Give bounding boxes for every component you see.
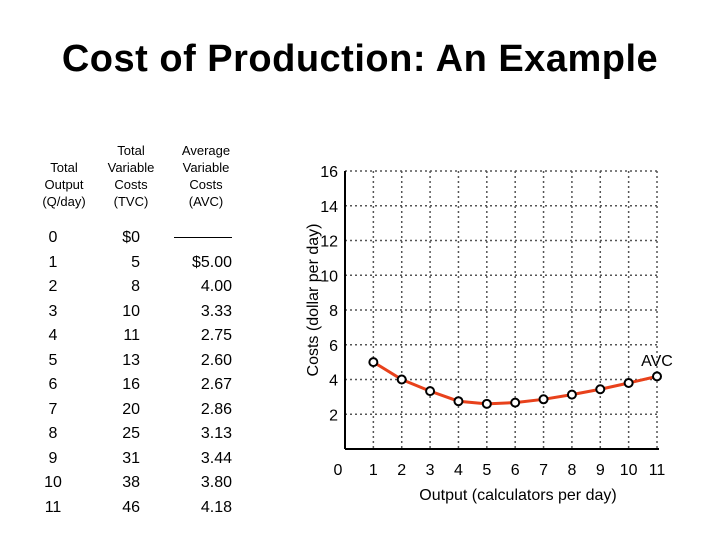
table-cell-avc: 2.86 (200, 400, 232, 418)
table-cell-avc: $5.00 (191, 253, 232, 271)
x-tick-label: 3 (426, 462, 435, 479)
table-cell-tvc: 8 (131, 278, 140, 295)
x-tick-label: 8 (567, 462, 576, 479)
table-cell-output: 10 (44, 474, 62, 491)
header-average-variable-costs: Average Variable Costs (AVC) (181, 143, 231, 209)
avc-column: $5.00 4.00 3.33 2.75 2.60 2.67 2.86 3.13 3.44 3.8… (170, 226, 232, 520)
x-tick-label: 2 (397, 462, 406, 479)
x-tick-label: 5 (482, 462, 491, 479)
x-tick-label: 4 (454, 462, 463, 479)
y-tick-label: 6 (329, 338, 338, 355)
table-cell-avc: 4.00 (200, 278, 232, 295)
table-cell-avc: 2.75 (200, 327, 232, 344)
table-cell-tvc: 25 (122, 425, 140, 442)
avc-point (368, 357, 379, 368)
y-tick-label: 2 (329, 407, 338, 424)
x-axis-label: Output (calculators per day) (419, 487, 616, 504)
x-tick-label: 11 (649, 462, 666, 479)
avc-point (481, 398, 492, 409)
y-tick-label: 10 (320, 268, 338, 285)
table-cell-output: 2 (48, 278, 58, 295)
page-title: Cost of Production: An Example (61, 38, 659, 80)
y-tick-label: 14 (320, 199, 338, 216)
table-cell-output: 3 (48, 302, 58, 320)
avc-point (623, 377, 634, 388)
table-cell-tvc: 20 (122, 400, 140, 418)
y-tick-label: 12 (320, 234, 338, 251)
table-cell-output: 5 (48, 351, 58, 369)
avc-point (396, 374, 407, 385)
avc-point (595, 384, 606, 395)
x-tick-label: 6 (511, 462, 520, 479)
avc-point (510, 397, 521, 408)
series-label-avc: AVC (641, 353, 673, 370)
table-cell-tvc: 13 (122, 351, 140, 369)
table-cell-output: 0 (48, 229, 58, 246)
table-cell-tvc: 31 (122, 449, 140, 467)
table-cell-avc: 3.80 (200, 474, 232, 491)
table-cell-avc (170, 226, 232, 251)
table-cell-avc: 4.18 (200, 498, 232, 516)
x-tick-label: 0 (334, 462, 343, 479)
avc-point (425, 386, 436, 397)
table-cell-output: 1 (48, 253, 58, 271)
table-cell-tvc: 5 (131, 253, 140, 271)
table-cell-tvc: $0 (122, 229, 140, 246)
y-tick-label: 8 (329, 303, 338, 320)
table-cell-tvc: 11 (123, 327, 140, 344)
table-cell-output: 6 (48, 376, 58, 393)
table-cell-output: 4 (48, 327, 58, 344)
header-total-output: Total Output (Q/day) (42, 160, 86, 209)
table-cell-avc: 2.60 (200, 351, 232, 369)
table-cell-avc: 2.67 (200, 376, 232, 393)
table-cell-tvc: 38 (122, 474, 140, 491)
output-column: 0 1 2 3 4 5 6 7 8 9 10 11 (30, 226, 76, 520)
tvc-column: $0 5 8 10 11 13 16 20 25 31 38 46 (100, 226, 140, 520)
x-tick-label: 1 (369, 462, 378, 479)
table-cell-avc: 3.44 (200, 449, 232, 467)
table-cell-tvc: 16 (122, 376, 140, 393)
table-cell-output: 7 (48, 400, 58, 418)
y-tick-label: 16 (320, 164, 338, 181)
x-tick-label: 9 (596, 462, 605, 479)
y-axis-label: Costs (dollar per day) (305, 224, 322, 377)
y-tick-label: 4 (329, 373, 338, 390)
avc-point (453, 396, 464, 407)
avc-point (652, 371, 662, 382)
x-tick-label: 10 (620, 462, 638, 479)
avc-point (566, 389, 577, 400)
table-cell-output: 8 (48, 425, 58, 442)
table-cell-tvc: 46 (122, 498, 140, 516)
table-cell-avc: 3.33 (200, 302, 232, 320)
header-total-variable-costs: Total Variable Costs (TVC) (107, 143, 155, 209)
table-cell-tvc: 10 (122, 302, 140, 320)
table-cell-output: 9 (48, 449, 58, 467)
table-cell-avc: 3.13 (200, 425, 232, 442)
not-defined-dash (174, 237, 232, 239)
x-tick-label: 7 (539, 462, 548, 479)
table-cell-output: 11 (44, 498, 62, 516)
avc-point (538, 394, 549, 405)
